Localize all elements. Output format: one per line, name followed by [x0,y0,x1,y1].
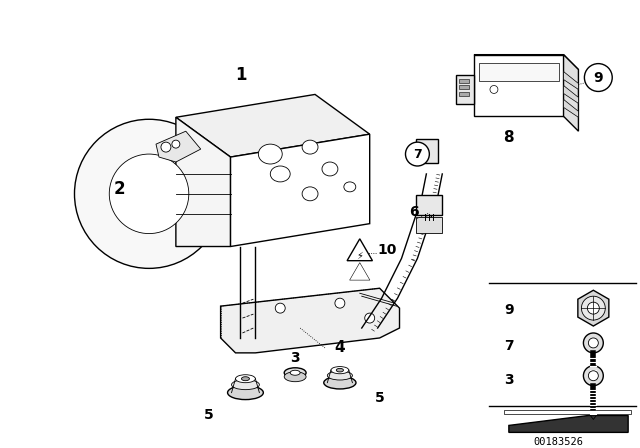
Bar [459,86,469,90]
Polygon shape [221,288,399,353]
Polygon shape [347,239,372,261]
Text: 00183526: 00183526 [534,437,584,448]
Circle shape [335,298,345,308]
Polygon shape [176,95,370,157]
Circle shape [584,366,604,386]
Text: 3: 3 [291,351,300,365]
Circle shape [406,142,429,166]
Circle shape [74,119,223,268]
Polygon shape [564,86,579,103]
Ellipse shape [236,375,255,383]
Bar [479,63,559,81]
Text: 4: 4 [335,340,345,355]
Text: 2: 2 [113,180,125,198]
Circle shape [584,64,612,91]
Text: 9: 9 [504,303,514,317]
Ellipse shape [270,166,290,182]
FancyBboxPatch shape [417,217,442,233]
Text: 7: 7 [413,147,422,160]
Polygon shape [456,74,474,104]
Circle shape [109,154,189,233]
Ellipse shape [228,386,263,400]
Circle shape [584,333,604,353]
Text: ⚡: ⚡ [356,250,363,260]
Ellipse shape [290,370,300,375]
Ellipse shape [284,368,306,378]
Ellipse shape [324,376,356,389]
FancyBboxPatch shape [417,195,442,215]
Ellipse shape [241,377,250,381]
Ellipse shape [259,144,282,164]
Text: 5: 5 [375,391,385,405]
Text: 9: 9 [593,70,603,85]
Text: 5: 5 [204,409,214,422]
Ellipse shape [302,140,318,154]
Text: 1: 1 [235,65,246,83]
Polygon shape [176,117,230,246]
Ellipse shape [336,368,344,372]
Circle shape [490,86,498,94]
Text: 3: 3 [504,373,514,387]
Bar [459,92,469,96]
Ellipse shape [284,372,306,382]
Circle shape [588,371,598,381]
Ellipse shape [344,182,356,192]
Circle shape [588,302,599,314]
Ellipse shape [232,380,259,390]
Circle shape [161,142,171,152]
Polygon shape [474,55,579,69]
FancyBboxPatch shape [417,139,438,163]
Ellipse shape [331,366,349,374]
Polygon shape [564,72,579,90]
Text: 8: 8 [504,129,514,145]
Polygon shape [564,55,579,131]
Text: 7: 7 [504,339,514,353]
Text: 10: 10 [378,243,397,258]
Ellipse shape [327,371,353,380]
Polygon shape [509,415,628,432]
Bar [504,409,631,414]
Polygon shape [564,99,579,117]
Ellipse shape [322,162,338,176]
Circle shape [365,313,374,323]
Text: 6: 6 [410,205,419,219]
Polygon shape [474,55,564,116]
Circle shape [588,338,598,348]
Circle shape [172,140,180,148]
Bar [459,78,469,82]
Polygon shape [156,131,201,162]
Polygon shape [578,290,609,326]
Polygon shape [230,134,370,246]
Circle shape [275,303,285,313]
Circle shape [581,296,605,320]
Ellipse shape [302,187,318,201]
